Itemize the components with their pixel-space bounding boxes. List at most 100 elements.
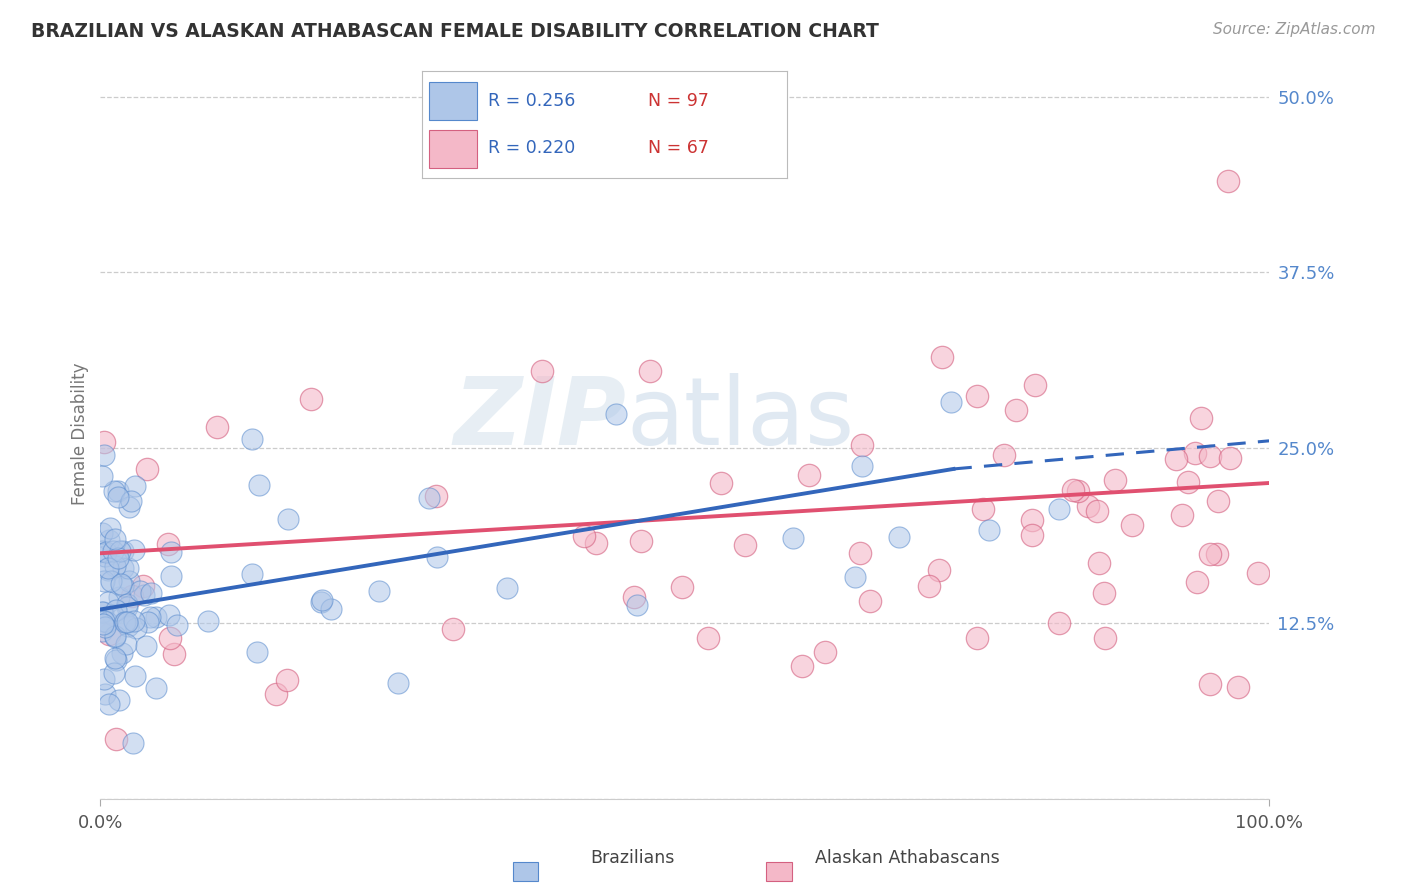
Point <box>710 476 733 491</box>
Point <box>115 636 138 650</box>
Point <box>93 574 115 588</box>
Text: Source: ZipAtlas.com: Source: ZipAtlas.com <box>1212 22 1375 37</box>
Point <box>572 529 595 543</box>
Point <box>93 620 115 634</box>
Point <box>849 545 872 559</box>
Point <box>441 623 464 637</box>
Point <box>917 579 939 593</box>
Point <box>1088 556 1111 570</box>
Point <box>124 669 146 683</box>
Point <box>104 650 127 665</box>
Point <box>108 590 131 604</box>
Point <box>585 536 607 550</box>
Point <box>90 605 112 619</box>
Point <box>117 599 139 614</box>
Point <box>697 631 720 645</box>
Point <box>110 576 132 591</box>
Point <box>626 598 648 612</box>
Point <box>1067 483 1090 498</box>
Point <box>319 602 342 616</box>
Point <box>240 432 263 446</box>
Point <box>240 567 263 582</box>
Point <box>90 525 112 540</box>
Point <box>93 549 115 563</box>
Point <box>90 544 112 558</box>
Point <box>122 542 145 557</box>
Point <box>122 736 145 750</box>
Point <box>166 618 188 632</box>
Point <box>91 605 114 619</box>
Point <box>1024 377 1046 392</box>
Point <box>264 687 287 701</box>
Point <box>966 631 988 645</box>
Text: ZIP: ZIP <box>453 373 626 466</box>
Point <box>1005 403 1028 417</box>
Point <box>782 531 804 545</box>
Point <box>605 407 627 421</box>
Point <box>117 619 139 633</box>
Point <box>1218 174 1240 188</box>
Point <box>928 563 950 577</box>
Point <box>103 665 125 680</box>
Point <box>125 621 148 635</box>
Point <box>91 616 114 631</box>
Point <box>97 563 120 577</box>
Point <box>246 644 269 658</box>
Point <box>1226 680 1249 694</box>
Point <box>972 502 994 516</box>
Point <box>108 693 131 707</box>
Point <box>977 524 1000 538</box>
Point <box>107 550 129 565</box>
Point <box>111 646 134 660</box>
FancyBboxPatch shape <box>429 82 477 120</box>
Point <box>112 615 135 629</box>
Point <box>1166 452 1188 467</box>
Point <box>145 609 167 624</box>
Point <box>814 644 837 658</box>
Point <box>98 521 121 535</box>
Point <box>1199 547 1222 561</box>
Point <box>1171 508 1194 523</box>
Point <box>145 681 167 695</box>
Point <box>138 609 160 624</box>
Point <box>425 489 447 503</box>
Point <box>132 579 155 593</box>
Point <box>530 364 553 378</box>
Point <box>1062 483 1084 497</box>
Point <box>118 500 141 515</box>
Point <box>1189 411 1212 425</box>
Point <box>100 574 122 589</box>
Point <box>163 648 186 662</box>
Text: Alaskan Athabascans: Alaskan Athabascans <box>815 849 1000 867</box>
Point <box>1094 631 1116 645</box>
Point <box>115 597 138 611</box>
Point <box>103 629 125 643</box>
Point <box>98 697 121 711</box>
Point <box>309 595 332 609</box>
Point <box>129 584 152 599</box>
Point <box>1177 475 1199 489</box>
FancyBboxPatch shape <box>429 130 477 168</box>
Point <box>117 560 139 574</box>
Point <box>1198 677 1220 691</box>
Text: Brazilians: Brazilians <box>591 849 675 867</box>
Point <box>111 579 134 593</box>
Point <box>94 545 117 559</box>
Point <box>797 467 820 482</box>
Point <box>98 627 121 641</box>
Point <box>111 543 134 558</box>
Point <box>1185 575 1208 590</box>
Point <box>1206 548 1229 562</box>
Point <box>844 569 866 583</box>
Point <box>889 530 911 544</box>
Point <box>1047 501 1070 516</box>
Text: N = 97: N = 97 <box>648 93 709 111</box>
Point <box>105 653 128 667</box>
Point <box>1206 493 1229 508</box>
Point <box>1085 504 1108 518</box>
Point <box>1247 566 1270 580</box>
Point <box>851 438 873 452</box>
Point <box>1219 451 1241 466</box>
Point <box>966 389 988 403</box>
Point <box>121 589 143 603</box>
